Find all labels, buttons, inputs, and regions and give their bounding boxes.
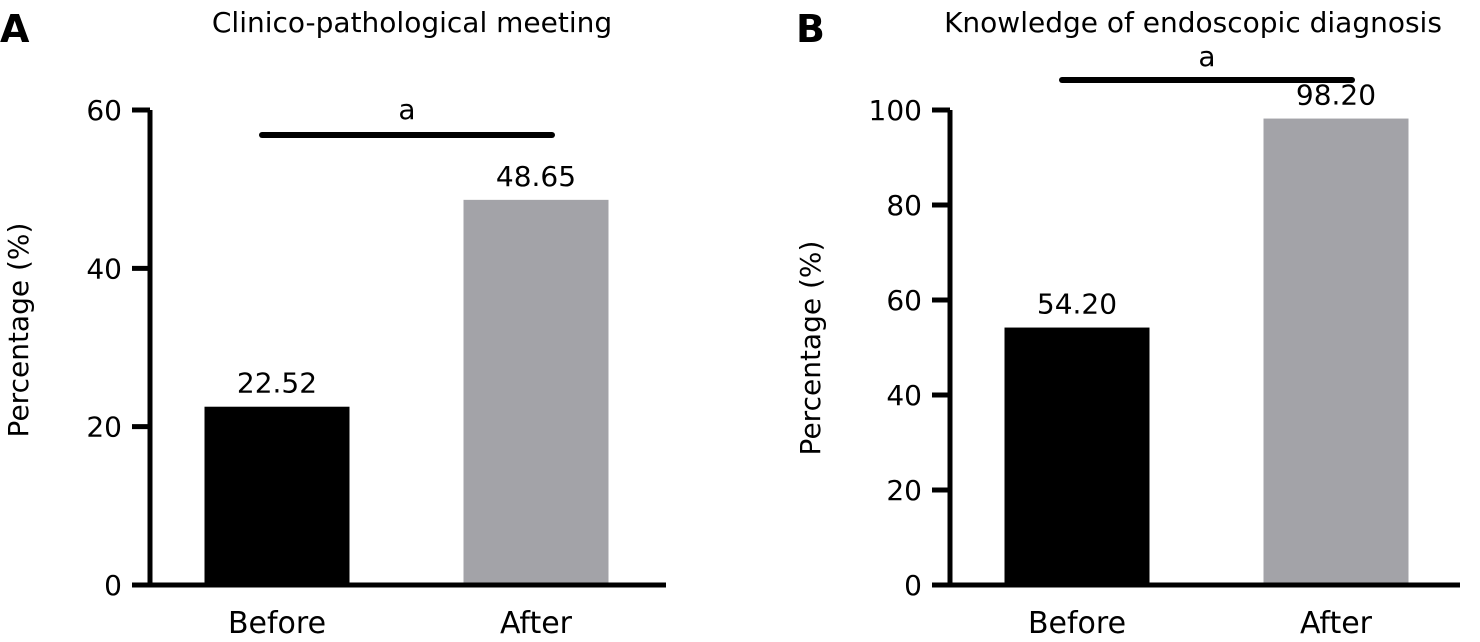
panel-a-title: Clinico-pathological meeting	[212, 6, 612, 39]
panel-a-y-tick-label-40: 40	[86, 252, 122, 285]
panel-b-y-tick-label-80: 80	[886, 189, 922, 222]
panel-a-letter: A	[0, 7, 30, 51]
panel-b-y-axis-label: Percentage (%)	[794, 241, 827, 456]
panel-a-y-axis-label: Percentage (%)	[2, 223, 35, 438]
panel-a-x-tick-label-before: Before	[228, 606, 326, 641]
panel-a-y-tick-label-60: 60	[86, 94, 122, 127]
panel-b-y-tick-label-60: 60	[886, 284, 922, 317]
panel-a-bar-after	[463, 199, 609, 585]
panel-a: A Clinico-pathological meeting Percentag…	[0, 6, 666, 641]
panel-a-significance-label: a	[398, 93, 415, 126]
panel-b-bar-after	[1263, 118, 1409, 586]
panel-b-title: Knowledge of endoscopic diagnosis	[944, 6, 1442, 39]
panel-b: B Knowledge of endoscopic diagnosis Perc…	[794, 6, 1460, 641]
panel-a-data-label-after: 48.65	[496, 160, 576, 193]
panel-a-data-label-before: 22.52	[237, 367, 317, 400]
panel-a-y-tick-label-20: 20	[86, 411, 122, 444]
panel-b-y-tick-label-40: 40	[886, 379, 922, 412]
panel-b-plot: 54.20 Before 98.20 After 0 20 40 60 80 100 a	[869, 40, 1460, 641]
panel-b-letter: B	[796, 7, 825, 51]
panel-a-y-tick-label-0: 0	[104, 569, 122, 602]
panel-b-data-label-before: 54.20	[1037, 288, 1117, 321]
panel-b-x-tick-label-before: Before	[1028, 606, 1126, 641]
panel-b-significance-label: a	[1198, 40, 1215, 73]
panel-a-bar-before	[204, 406, 350, 585]
panel-b-data-label-after: 98.20	[1296, 79, 1376, 112]
panel-b-y-tick-label-20: 20	[886, 474, 922, 507]
panel-b-y-tick-label-0: 0	[904, 569, 922, 602]
panel-b-y-tick-label-100: 100	[869, 94, 922, 127]
panel-a-x-tick-label-after: After	[500, 606, 573, 641]
panel-a-plot: 22.52 Before 48.65 After 0 20 40 60 a	[86, 93, 666, 641]
panel-b-x-tick-label-after: After	[1300, 606, 1373, 641]
panel-b-bar-before	[1004, 327, 1150, 585]
